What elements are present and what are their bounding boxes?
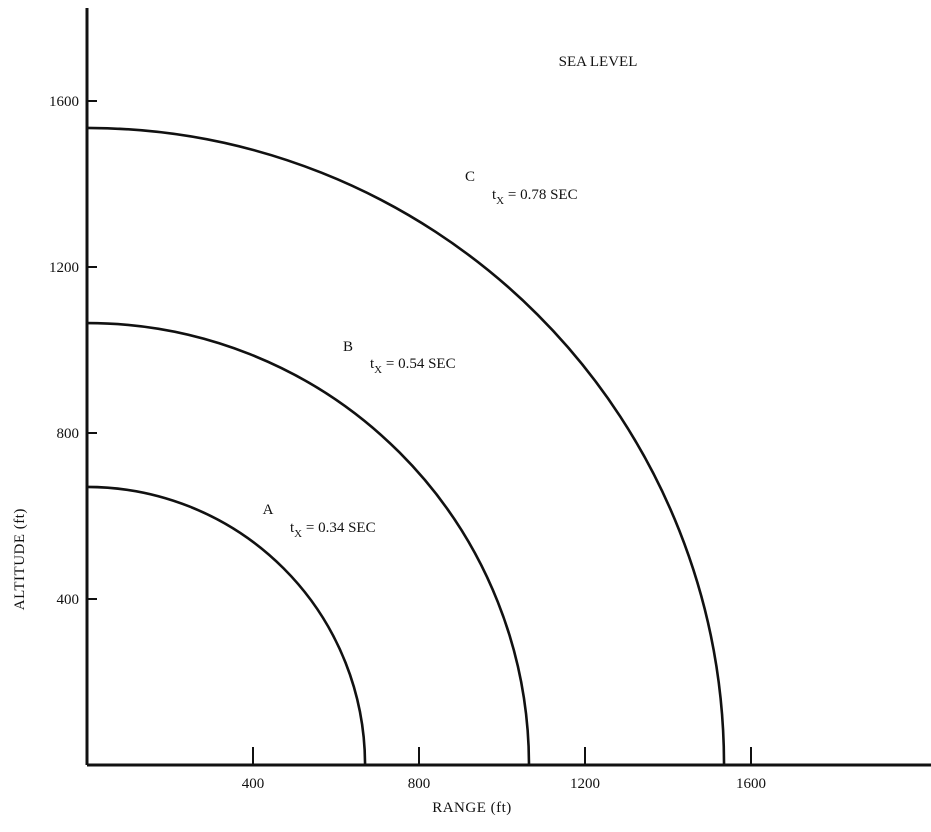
x-tick-label: 400 <box>242 776 265 792</box>
sea-level-annotation: SEA LEVEL <box>559 54 638 70</box>
y-tick-label: 400 <box>57 592 80 608</box>
curve-c <box>86 126 726 766</box>
y-tick-label: 1600 <box>49 94 79 110</box>
curve-a <box>86 485 367 766</box>
curve-time-label-b: tX = 0.54 SEC <box>370 356 456 376</box>
x-tick-label: 1600 <box>736 776 766 792</box>
curves-group <box>86 126 726 766</box>
ticks-group: 400 800 1200 1600 400 800 1200 1600 <box>49 94 766 792</box>
x-axis-title: RANGE (ft) <box>432 800 512 816</box>
x-tick-label: 800 <box>408 776 431 792</box>
labels-group: RANGE (ft) ALTITUDE (ft) SEA LEVEL AtX = 0.… <box>12 54 637 816</box>
x-tick-label: 1200 <box>570 776 600 792</box>
curve-label-b: B <box>343 339 353 355</box>
axes-group <box>85 8 931 767</box>
curve-time-label-a: tX = 0.34 SEC <box>290 520 376 540</box>
y-axis-title: ALTITUDE (ft) <box>12 508 28 610</box>
curve-label-a: A <box>263 502 274 518</box>
y-tick-label: 800 <box>57 426 80 442</box>
y-tick-label: 1200 <box>49 260 79 276</box>
curve-b <box>86 321 531 766</box>
curve-label-c: C <box>465 169 475 185</box>
curve-time-label-c: tX = 0.78 SEC <box>492 187 578 207</box>
